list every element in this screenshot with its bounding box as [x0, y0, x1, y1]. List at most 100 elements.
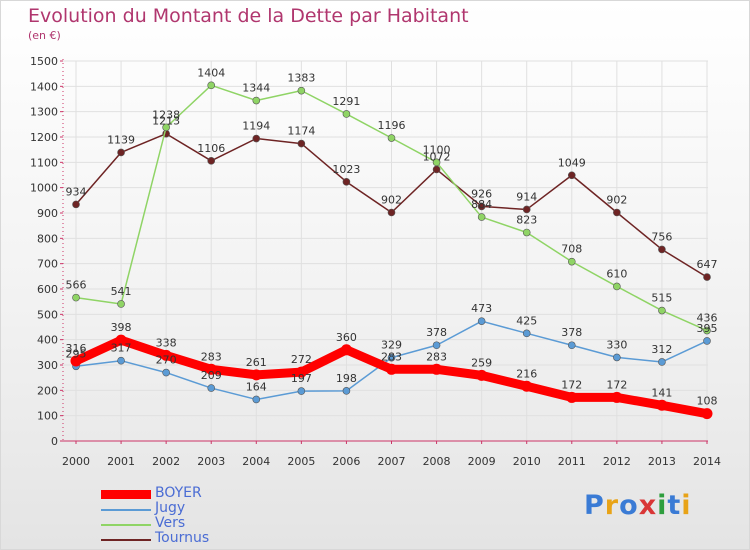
data-point-tournus	[207, 157, 216, 165]
data-point-vers	[72, 293, 80, 302]
data-label-boyer: 141	[651, 386, 672, 399]
grid	[63, 60, 708, 442]
data-label-vers: 1383	[287, 72, 315, 85]
data-point-vers	[613, 282, 621, 291]
data-point-tournus	[703, 273, 711, 281]
data-point-vers	[117, 300, 125, 308]
x-tick-label: 2014	[693, 455, 721, 468]
data-label-vers: 566	[66, 279, 87, 292]
data-label-boyer: 172	[561, 378, 582, 391]
data-point-boyer	[205, 363, 217, 375]
data-point-jugy	[522, 329, 531, 338]
data-point-boyer	[115, 334, 127, 346]
y-tick-label: 100	[37, 410, 58, 423]
data-point-vers	[387, 134, 396, 142]
data-label-boyer: 272	[291, 353, 312, 366]
y-tick-label: 1100	[30, 156, 58, 169]
x-tick-label: 2013	[648, 455, 676, 468]
y-tick-label: 1500	[30, 55, 58, 68]
data-label-tournus: 1049	[558, 156, 586, 169]
data-point-tournus	[252, 134, 261, 143]
axes: 0 100 200 300 400 500 600 700 800 900 1000 1100 1200…	[30, 55, 721, 468]
data-label-vers: 708	[561, 243, 582, 256]
data-label-vers: 610	[606, 267, 627, 280]
data-point-jugy	[703, 337, 711, 345]
legend-swatch-vers	[101, 524, 151, 526]
data-label-vers: 1344	[242, 82, 270, 95]
data-point-vers	[297, 86, 306, 95]
data-label-boyer: 360	[336, 331, 357, 344]
data-label-vers: 541	[111, 285, 132, 298]
data-label-jugy: 295	[66, 347, 87, 360]
y-tick-label: 1000	[30, 182, 58, 195]
y-tick-label: 1200	[30, 131, 58, 144]
data-point-boyer	[160, 349, 172, 361]
data-point-jugy	[658, 358, 666, 366]
data-point-jugy	[252, 395, 261, 404]
data-label-tournus: 756	[651, 230, 672, 243]
data-label-jugy: 378	[561, 326, 582, 339]
data-point-boyer	[476, 369, 488, 381]
chart-title: Evolution du Montant de la Dette par Hab…	[28, 5, 469, 27]
x-tick-label: 2012	[603, 455, 631, 468]
data-label-tournus: 902	[606, 193, 627, 206]
legend-label-boyer: BOYER	[155, 485, 202, 501]
data-label-vers: 1291	[332, 95, 360, 108]
data-point-tournus	[658, 245, 666, 254]
data-point-jugy	[567, 341, 576, 350]
data-label-tournus: 647	[697, 258, 718, 271]
y-tick-label: 800	[37, 232, 58, 245]
data-label-vers: 515	[651, 292, 672, 305]
logo-letter: i	[681, 490, 692, 521]
legend-swatch-tournus	[101, 539, 151, 541]
data-label-boyer: 398	[111, 321, 132, 334]
x-tick-label: 2006	[332, 455, 360, 468]
x-tick-label: 2000	[62, 455, 90, 468]
data-label-boyer: 316	[66, 342, 87, 355]
data-label-jugy: 378	[426, 326, 447, 339]
x-tick-label: 2011	[558, 455, 586, 468]
data-point-boyer	[656, 399, 668, 411]
legend-label-tournus: Tournus	[155, 530, 210, 546]
data-label-jugy: 330	[606, 338, 627, 351]
logo-letter: o	[619, 490, 639, 521]
logo-letter: x	[638, 490, 658, 521]
data-label-tournus: 1139	[107, 133, 135, 146]
x-tick-label: 2008	[423, 455, 451, 468]
y-tick-label: 200	[37, 384, 58, 397]
data-labels: 934 1139 1213 1106 1194 1174 1023 902 1072 926 914…	[66, 66, 718, 407]
data-point-boyer	[566, 391, 578, 403]
data-point-jugy	[117, 356, 125, 365]
data-label-jugy: 329	[381, 339, 402, 352]
data-label-boyer: 108	[697, 395, 718, 408]
data-label-tournus: 1213	[152, 115, 180, 128]
y-tick-label: 500	[37, 308, 58, 321]
data-point-boyer	[386, 363, 397, 375]
data-label-jugy: 473	[471, 302, 492, 315]
y-tick-label: 0	[51, 435, 58, 448]
data-point-vers	[162, 123, 170, 132]
logo-letter: P	[584, 490, 605, 521]
legend-label-jugy: Jugy	[155, 500, 186, 516]
data-label-tournus: 1106	[197, 142, 225, 155]
x-tick-label: 2005	[287, 455, 315, 468]
data-point-jugy	[613, 353, 621, 362]
data-label-vers: 1404	[197, 66, 225, 79]
data-label-tournus: 1072	[423, 150, 451, 163]
data-label-vers: 884	[471, 198, 492, 211]
data-point-tournus	[567, 171, 576, 180]
logo-letter: r	[604, 490, 620, 521]
data-point-tournus	[477, 202, 486, 211]
data-point-vers	[342, 110, 351, 118]
data-label-boyer: 261	[246, 356, 267, 369]
y-tick-label: 700	[37, 258, 58, 271]
data-point-boyer	[250, 369, 262, 381]
legend-label-vers: Vers	[155, 515, 186, 531]
chart-subtitle: (en €)	[28, 29, 61, 42]
data-label-jugy: 197	[291, 372, 312, 385]
data-point-vers	[522, 228, 531, 237]
x-tick-label: 2004	[242, 455, 270, 468]
data-label-boyer: 283	[426, 350, 447, 363]
data-label-jugy: 395	[697, 322, 718, 335]
